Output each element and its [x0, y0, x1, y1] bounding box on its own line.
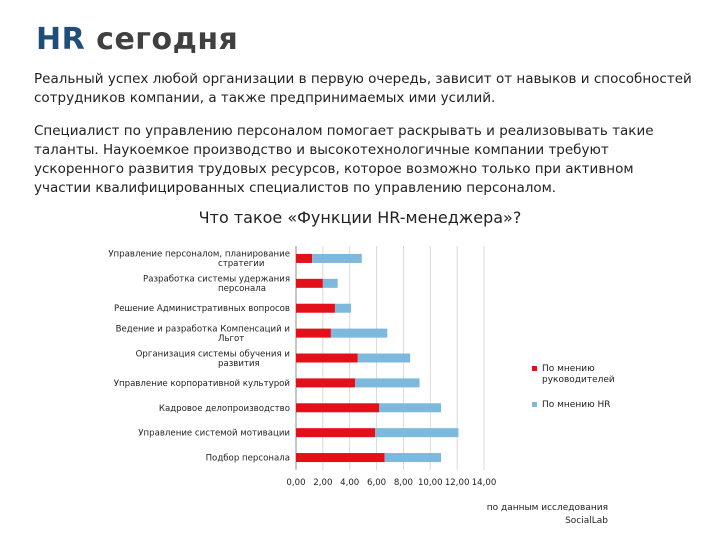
legend-item-managers: По мнению руководителей: [532, 364, 632, 386]
bar-hr: [330, 328, 388, 338]
category-label: персонала: [218, 284, 266, 294]
bar-managers: [296, 353, 358, 363]
category-label: Льгот: [218, 334, 244, 344]
x-tick-label: 8,00: [394, 478, 413, 488]
bar-hr: [375, 428, 459, 438]
bar-managers: [296, 253, 313, 263]
chart-legend: По мнению руководителей По мнению HR: [532, 364, 632, 425]
x-tick-label: 4,00: [340, 478, 359, 488]
category-label: Ведение и разработка Компенсаций и: [116, 324, 290, 334]
x-tick-label: 6,00: [367, 478, 386, 488]
bar-hr: [379, 403, 442, 413]
bar-managers: [296, 428, 376, 438]
legend-label-hr: По мнению HR: [542, 400, 611, 410]
legend-swatch-blue: [532, 402, 537, 407]
bar-managers: [296, 378, 356, 388]
source-line-2: SocialLab: [565, 516, 608, 526]
category-label: Управление корпоративной культурой: [114, 379, 290, 389]
bar-managers: [296, 403, 380, 413]
legend-item-hr: По мнению HR: [532, 400, 632, 411]
title-accent: HR: [36, 22, 86, 57]
category-label: стратегии: [218, 259, 264, 269]
category-label: Организация системы обучения и: [136, 349, 290, 359]
bar-hr: [384, 453, 442, 463]
source-line-1: по данным исследования: [486, 503, 608, 513]
bar-hr: [355, 378, 420, 388]
category-label: Подбор персонала: [206, 454, 290, 464]
legend-label-managers: По мнению руководителей: [542, 364, 615, 385]
bar-hr: [322, 278, 338, 288]
title-rest: сегодня: [96, 22, 239, 57]
bar-managers: [296, 303, 335, 313]
chart-title: Что такое «Функции HR-менеджера»?: [198, 208, 522, 227]
x-tick-label: 10,00: [418, 478, 443, 488]
chart-svg: 0,00 2,00 4,00 6,00 8,00 10,00 12,00 14,00 Управ…: [108, 246, 497, 488]
bar-hr: [357, 353, 411, 363]
legend-swatch-red: [532, 366, 537, 371]
category-label: Управление системой мотивации: [138, 429, 290, 439]
bar-hr: [312, 253, 362, 263]
bar-managers: [296, 453, 385, 463]
x-tick-label: 12,00: [445, 478, 470, 488]
bar-hr: [334, 303, 352, 313]
source-note: по данным исследования SocialLab: [487, 502, 608, 528]
bar-managers: [296, 328, 331, 338]
category-label: Управление персоналом, планирование: [108, 250, 290, 260]
page-title: HR сегодня: [36, 22, 238, 57]
category-label: Разработка системы удержания: [143, 275, 290, 285]
bar-managers: [296, 278, 323, 288]
specialist-paragraph: Специалист по управлению персоналом помо…: [34, 123, 654, 196]
x-tick-label: 2,00: [313, 478, 332, 488]
category-label: Решение Административных вопросов: [114, 304, 290, 314]
intro-paragraph: Реальный успех любой организации в перву…: [34, 71, 692, 106]
category-label: Кадровое делопроизводство: [159, 404, 290, 414]
category-label: развития: [218, 359, 260, 369]
x-tick-label: 14,00: [472, 478, 497, 488]
hr-functions-chart: 0,00 2,00 4,00 6,00 8,00 10,00 12,00 14,00 Управ…: [96, 246, 526, 494]
x-tick-label: 0,00: [286, 478, 305, 488]
